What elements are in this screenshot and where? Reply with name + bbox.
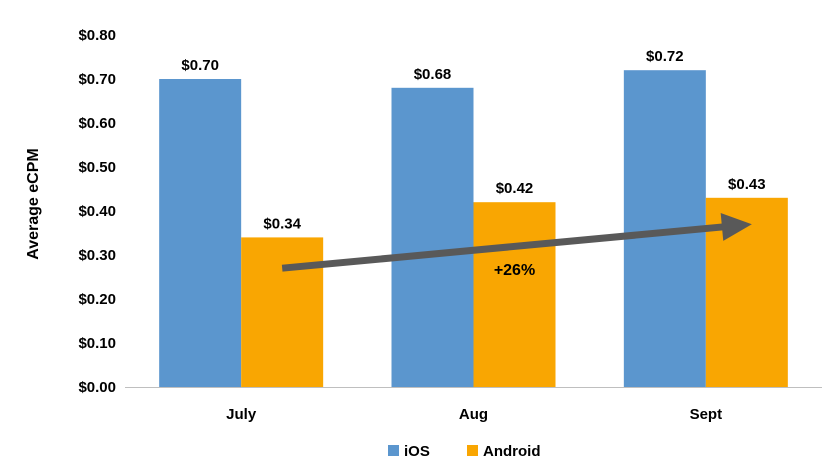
trend-arrow-shaft [281, 223, 725, 272]
y-tick-label: $0.70 [78, 71, 116, 88]
data-label: $0.42 [496, 180, 534, 197]
data-label: $0.34 [263, 215, 301, 232]
data-label: $0.72 [646, 48, 684, 65]
data-label: $0.68 [414, 66, 452, 83]
data-labels: $0.70 $0.34 $0.68 $0.42 $0.72 $0.43 [181, 48, 765, 232]
y-tick-label: $0.80 [78, 27, 116, 44]
y-axis: $0.00 $0.10 $0.20 $0.30 $0.40 $0.50 $0.60 $0.70… [78, 27, 116, 396]
bar-android-july [241, 237, 324, 387]
data-label: $0.43 [728, 176, 766, 193]
y-tick-label: $0.10 [78, 335, 116, 352]
y-tick-label: $0.00 [78, 379, 116, 396]
trend-arrow-head [720, 213, 752, 241]
y-tick-label: $0.30 [78, 247, 116, 264]
y-tick-label: $0.60 [78, 115, 116, 132]
legend: iOS Android [388, 443, 541, 460]
legend-label: Android [483, 443, 541, 460]
bar-android-aug [473, 202, 556, 387]
legend-label: iOS [404, 443, 430, 460]
x-tick-label: July [226, 406, 257, 423]
bar-ios-july [159, 79, 242, 387]
x-tick-label: Aug [459, 406, 488, 423]
legend-swatch-ios [388, 445, 399, 456]
x-tick-label: Sept [690, 406, 723, 423]
trend-annotation: +26% [281, 213, 752, 279]
y-tick-label: $0.50 [78, 159, 116, 176]
bar-ios-aug [391, 87, 474, 388]
y-axis-label: Average eCPM [25, 148, 42, 259]
y-tick-label: $0.40 [78, 203, 116, 220]
legend-swatch-android [467, 445, 478, 456]
data-label: $0.70 [181, 57, 219, 74]
y-tick-label: $0.20 [78, 291, 116, 308]
x-axis: July Aug Sept [226, 406, 722, 423]
trend-annotation-text: +26% [494, 262, 535, 279]
